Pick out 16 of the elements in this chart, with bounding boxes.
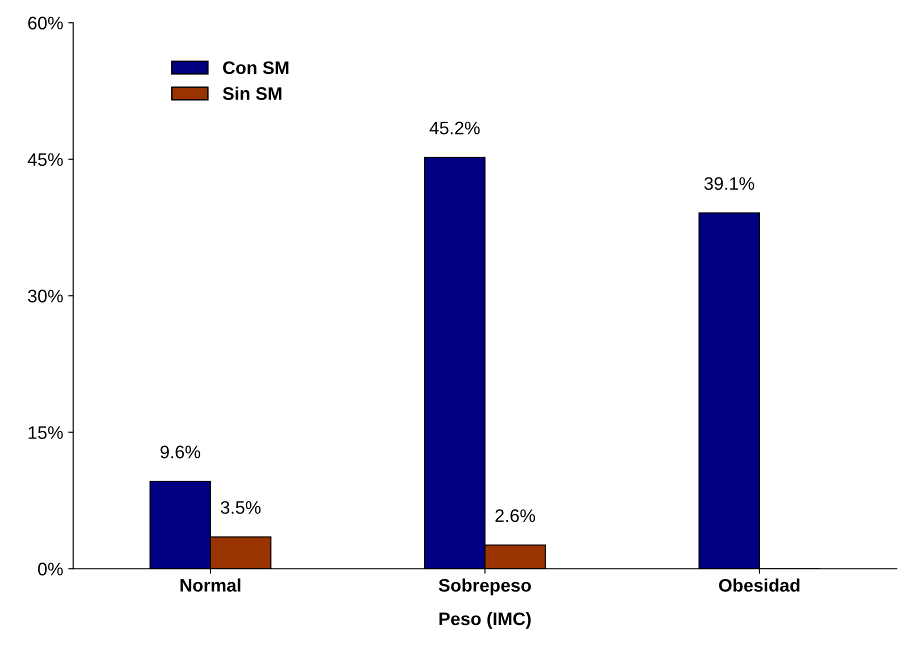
y-tick-label: 0% (38, 562, 63, 576)
data-label: 45.2% (430, 122, 480, 134)
y-tick-label: 60% (28, 16, 63, 30)
data-label: 3.5% (220, 501, 261, 514)
legend-label: Con SM (223, 61, 288, 74)
x-tick-label: Obesidad (719, 578, 800, 592)
data-label: 2.6% (495, 509, 536, 522)
x-axis-title: Peso (IMC) (440, 612, 531, 629)
y-tick-label: 45% (28, 153, 63, 166)
y-tick-label: 15% (28, 426, 63, 439)
data-label: 39.1% (704, 177, 754, 190)
x-tick-label: Sobrepeso (438, 578, 531, 596)
x-tick-label: Normal (180, 578, 240, 592)
data-label: 9.6% (160, 446, 200, 458)
y-tick-label: 30% (28, 290, 63, 302)
legend-label: Sin SM (222, 86, 282, 100)
